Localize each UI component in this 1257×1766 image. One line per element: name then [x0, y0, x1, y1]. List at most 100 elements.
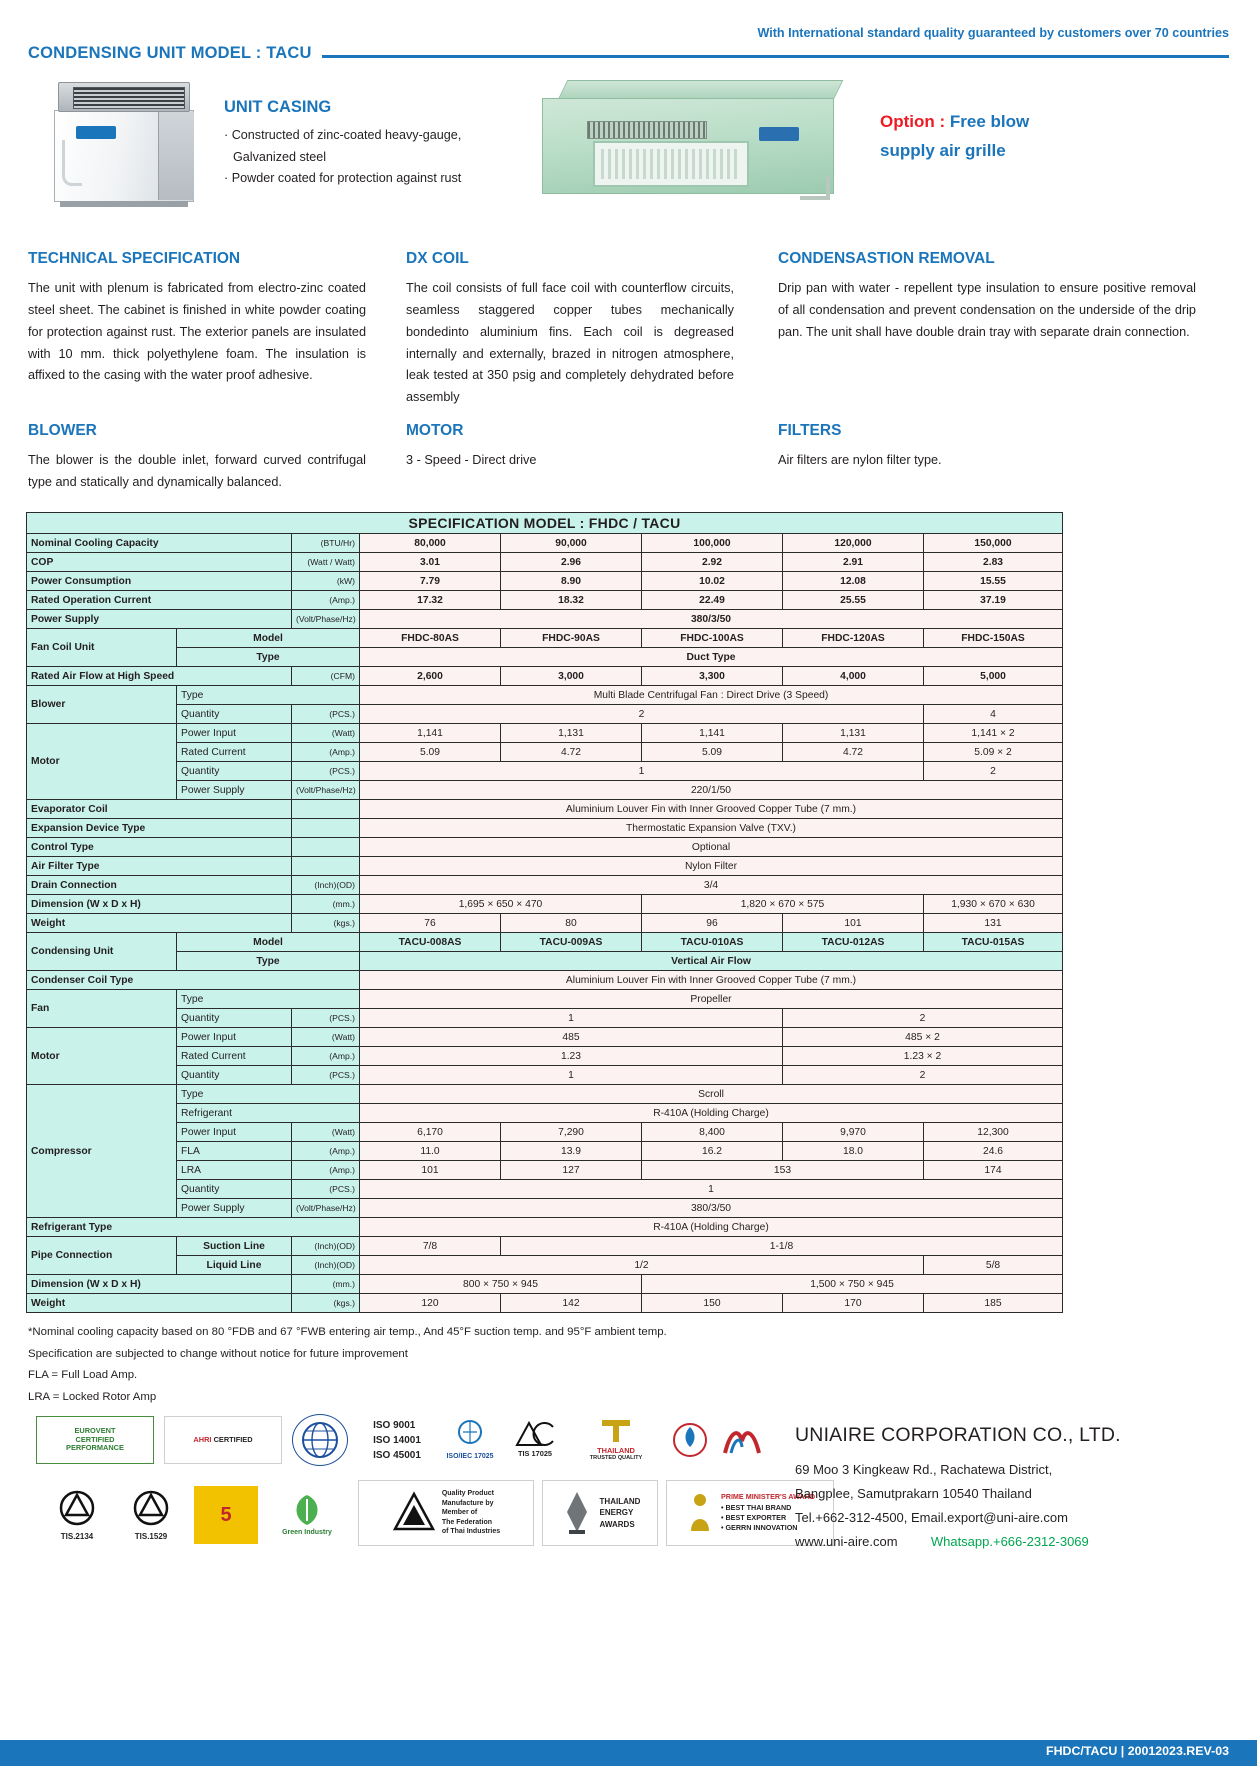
- header-tagline: With International standard quality guar…: [757, 26, 1229, 40]
- cert-eurovent-line2: CERTIFIED: [75, 1434, 115, 1444]
- sub-unit-comp-power-supply: (Volt/Phase/Hz): [291, 1198, 360, 1218]
- footnote-1: *Nominal cooling capacity based on 80 °F…: [28, 1326, 667, 1338]
- sub-label-cu-power-input: Power Input: [176, 1027, 292, 1047]
- table-row: Refrigerant Type R-410A (Holding Charge): [26, 1217, 1064, 1237]
- header-rule: [321, 55, 1229, 58]
- row-label-drain-connection: Drain Connection: [26, 875, 292, 895]
- row-label-cop: COP: [26, 552, 292, 572]
- cert-fti: Quality Product Manufacture by Member of…: [358, 1480, 534, 1546]
- cert-fti-line2: Manufacture by: [441, 1499, 494, 1507]
- cert-pm-line1: PRIME MINISTER'S AWARD: [720, 1492, 816, 1502]
- table-row: Evaporator Coil Aluminium Louver Fin wit…: [26, 799, 1064, 819]
- company-address-line2: Bangplee, Samutprakarn 10540 Thailand: [795, 1486, 1032, 1502]
- cell-value: Aluminium Louver Fin with Inner Grooved …: [358, 970, 1064, 990]
- table-row: Power Supply (Volt/Phase/Hz) 380/3/50: [26, 609, 1064, 629]
- row-unit-power-supply: (Volt/Phase/Hz): [291, 609, 360, 629]
- table-row: FLA (Amp.) 11.0 13.9 16.2 18.0 24.6: [27, 1141, 1064, 1161]
- cell-value: 1,141 × 2: [922, 723, 1064, 743]
- cell-value: 5,000: [922, 666, 1064, 686]
- company-whatsapp: Whatsapp.+666-2312-3069: [930, 1534, 1089, 1550]
- row-unit-fcu-weight: (kgs.): [291, 913, 360, 933]
- sub-label-cu-type: Type: [176, 951, 360, 971]
- table-row: Drain Connection (Inch)(OD) 3/4: [26, 875, 1064, 895]
- row-label-cu-dimension: Dimension (W x D x H): [26, 1274, 292, 1294]
- cert-pm-line2: • BEST THAI BRAND: [720, 1502, 792, 1512]
- row-unit-drain-connection: (Inch)(OD): [291, 875, 360, 895]
- cert-ahri-line2: CERTIFIED: [213, 1434, 253, 1444]
- cert-globe-icon: [292, 1414, 348, 1466]
- footnote-3: FLA = Full Load Amp.: [28, 1369, 138, 1382]
- cell-value: FHDC-120AS: [782, 628, 924, 648]
- table-row: Nominal Cooling Capacity (BTU/Hr) 80,000…: [26, 533, 1064, 553]
- company-address-line1: 69 Moo 3 Kingkeaw Rd., Rachatewa Distric…: [795, 1462, 1053, 1477]
- table-row: Motor Power Input (Watt) 1,141 1,131 1,1…: [26, 723, 1064, 800]
- sub-label-type: Type: [176, 647, 360, 667]
- group-label-cu-motor: Motor: [26, 1027, 177, 1085]
- cell-value: 2.83: [922, 552, 1064, 572]
- cell-value: 1: [359, 761, 924, 781]
- cell-value: 37.19: [922, 590, 1064, 610]
- duct-return-grille-icon: [587, 121, 707, 139]
- cert-thailand-trusted-line1: THAILAND: [597, 1445, 635, 1455]
- row-unit-power-consumption: (kW): [291, 571, 360, 591]
- specification-table: SPECIFICATION MODEL : FHDC / TACU Nomina…: [25, 512, 1064, 1313]
- cell-value: 4.72: [782, 742, 924, 762]
- column-condensation-removal: CONDENSASTION REMOVAL Drip pan with wate…: [778, 250, 1196, 467]
- cert-iso-line1: ISO 9001: [373, 1419, 416, 1431]
- cell-value: 5.09 × 2: [922, 742, 1064, 762]
- cell-value: 1,131: [782, 723, 924, 743]
- cell-value: 1,930 × 670 × 630: [922, 894, 1064, 914]
- sub-unit-comp-quantity: (PCS.): [291, 1179, 360, 1199]
- sub-unit-rated-current: (Amp.): [291, 742, 360, 762]
- sub-label-motor-power-supply: Power Supply: [176, 780, 292, 800]
- cell-value: 2.96: [500, 552, 642, 572]
- sub-label-compressor-type: Type: [176, 1084, 360, 1104]
- table-row: Weight (kgs.) 76 80 96 101 131: [26, 913, 1064, 933]
- cert-fti-line4: The Federation: [441, 1518, 493, 1526]
- cell-value: 150: [641, 1293, 783, 1313]
- cert-ahri-line1: AHRI: [193, 1434, 212, 1444]
- footer-bar: FHDC/TACU | 20012023.REV-03: [0, 1740, 1257, 1766]
- cell-value: 101: [359, 1160, 501, 1180]
- section-heading-condensation-removal: CONDENSASTION REMOVAL: [778, 250, 995, 267]
- cell-value: 1: [359, 1065, 783, 1085]
- table-row: Rated Current (Amp.) 1.23 1.23 × 2: [27, 1046, 1064, 1066]
- group-label-fan-coil-unit: Fan Coil Unit: [26, 628, 177, 667]
- company-website[interactable]: www.uni-aire.com: [795, 1534, 898, 1550]
- cert-green-industry: Green Industry: [268, 1486, 346, 1544]
- condensing-unit-photo: [54, 82, 194, 207]
- row-unit-air-filter-type: [291, 856, 360, 876]
- sub-unit-cu-rated-current: (Amp.): [291, 1046, 360, 1066]
- cert-tea-line2: ENERGY: [599, 1508, 634, 1518]
- cell-value: 11.0: [359, 1141, 501, 1161]
- cell-value: 2.92: [641, 552, 783, 572]
- cell-value: R-410A (Holding Charge): [358, 1103, 1064, 1123]
- globe-icon: [302, 1422, 338, 1458]
- cert-mtm-mark: [718, 1416, 766, 1464]
- cell-value: 2: [359, 704, 924, 724]
- cu-top-shape: [58, 82, 190, 112]
- cell-value: 127: [500, 1160, 642, 1180]
- cell-value: 2: [922, 761, 1064, 781]
- duct-pipe-shape: [800, 176, 830, 200]
- cell-value: 1.23: [359, 1046, 783, 1066]
- cell-value: 1,820 × 670 × 575: [641, 894, 924, 914]
- fan-coil-duct-photo: [538, 80, 848, 225]
- cell-value: 9,970: [782, 1122, 924, 1142]
- cell-value: 8.90: [500, 571, 642, 591]
- option-label: Option :: [880, 112, 946, 131]
- cell-value: 3,000: [500, 666, 642, 686]
- table-row: Power Supply (Volt/Phase/Hz) 220/1/50: [27, 780, 1064, 800]
- cell-value: FHDC-80AS: [359, 628, 501, 648]
- sub-label-blower-quantity: Quantity: [176, 704, 292, 724]
- unit-casing-bullet-1: · Constructed of zinc-coated heavy-gauge…: [224, 128, 462, 142]
- cell-value: TACU-012AS: [782, 932, 924, 952]
- cell-value: 7.79: [359, 571, 501, 591]
- column-technical-specification: TECHNICAL SPECIFICATION The unit with pl…: [28, 250, 366, 489]
- sub-unit-comp-power-input: (Watt): [291, 1122, 360, 1142]
- cell-value: FHDC-100AS: [641, 628, 783, 648]
- cert-nac-label: TIS 17025: [517, 1449, 553, 1458]
- unit-casing-bullet-2: · Powder coated for protection against r…: [224, 171, 462, 186]
- cell-value: 2.91: [782, 552, 924, 572]
- table-row: Refrigerant R-410A (Holding Charge): [27, 1103, 1064, 1123]
